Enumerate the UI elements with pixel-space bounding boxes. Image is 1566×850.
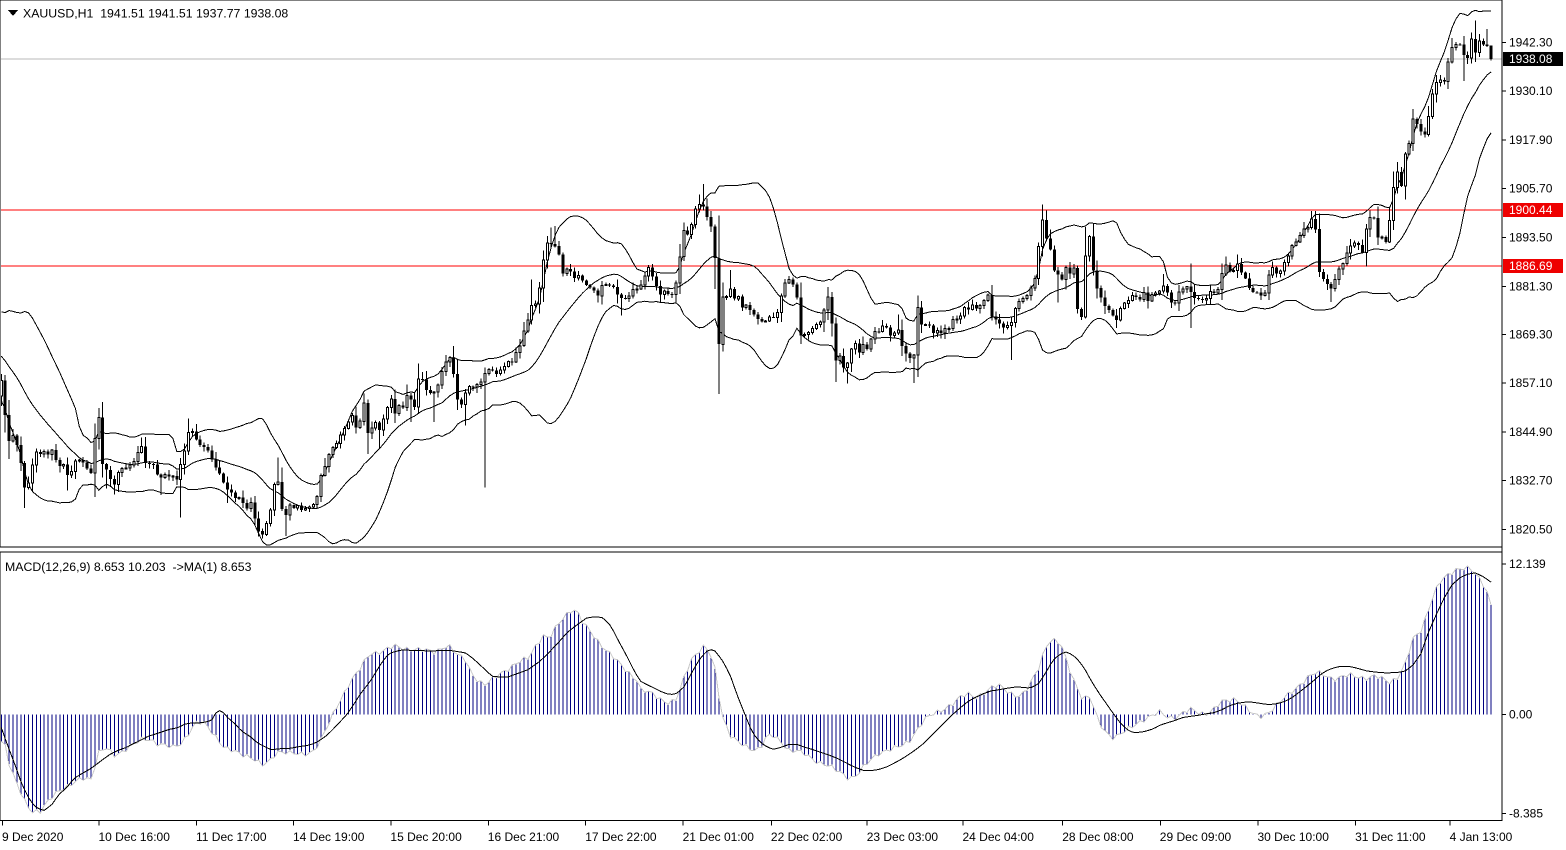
svg-text:11 Dec 17:00: 11 Dec 17:00: [196, 830, 267, 844]
svg-text:31 Dec 11:00: 31 Dec 11:00: [1355, 830, 1426, 844]
svg-text:1917.90: 1917.90: [1509, 133, 1553, 147]
svg-text:1869.30: 1869.30: [1509, 327, 1553, 341]
svg-text:1893.50: 1893.50: [1509, 231, 1553, 245]
svg-text:15 Dec 20:00: 15 Dec 20:00: [390, 830, 462, 844]
svg-text:0.00: 0.00: [1509, 708, 1533, 722]
svg-text:1900.44: 1900.44: [1509, 203, 1553, 217]
svg-text:1905.70: 1905.70: [1509, 182, 1553, 196]
svg-text:10 Dec 16:00: 10 Dec 16:00: [99, 830, 171, 844]
svg-text:14 Dec 19:00: 14 Dec 19:00: [293, 830, 365, 844]
svg-text:XAUUSD,H1 1941.51 1941.51 193: XAUUSD,H1 1941.51 1941.51 1937.77 1938.0…: [23, 7, 288, 21]
svg-text:17 Dec 22:00: 17 Dec 22:00: [585, 830, 657, 844]
svg-text:23 Dec 03:00: 23 Dec 03:00: [867, 830, 939, 844]
svg-text:1942.30: 1942.30: [1509, 35, 1553, 49]
svg-text:1857.10: 1857.10: [1509, 376, 1553, 390]
svg-text:22 Dec 02:00: 22 Dec 02:00: [771, 830, 843, 844]
svg-text:MACD(12,26,9) 8.653 10.203 ->: MACD(12,26,9) 8.653 10.203 ->MA(1) 8.653: [5, 560, 252, 574]
svg-text:4 Jan 13:00: 4 Jan 13:00: [1450, 830, 1513, 844]
svg-text:1832.70: 1832.70: [1509, 474, 1553, 488]
svg-text:16 Dec 21:00: 16 Dec 21:00: [488, 830, 560, 844]
svg-text:1938.08: 1938.08: [1509, 52, 1553, 66]
svg-text:1844.90: 1844.90: [1509, 425, 1553, 439]
svg-text:1820.50: 1820.50: [1509, 523, 1553, 537]
svg-text:28 Dec 08:00: 28 Dec 08:00: [1062, 830, 1134, 844]
svg-text:1886.69: 1886.69: [1509, 259, 1553, 273]
svg-text:1881.30: 1881.30: [1509, 279, 1553, 293]
svg-text:1930.10: 1930.10: [1509, 84, 1553, 98]
svg-text:29 Dec 09:00: 29 Dec 09:00: [1160, 830, 1232, 844]
svg-text:12.139: 12.139: [1509, 557, 1546, 571]
svg-text:21 Dec 01:00: 21 Dec 01:00: [683, 830, 755, 844]
svg-text:30 Dec 10:00: 30 Dec 10:00: [1258, 830, 1330, 844]
svg-text:9 Dec 2020: 9 Dec 2020: [2, 830, 64, 844]
svg-text:-8.385: -8.385: [1509, 807, 1543, 821]
svg-text:24 Dec 04:00: 24 Dec 04:00: [963, 830, 1035, 844]
